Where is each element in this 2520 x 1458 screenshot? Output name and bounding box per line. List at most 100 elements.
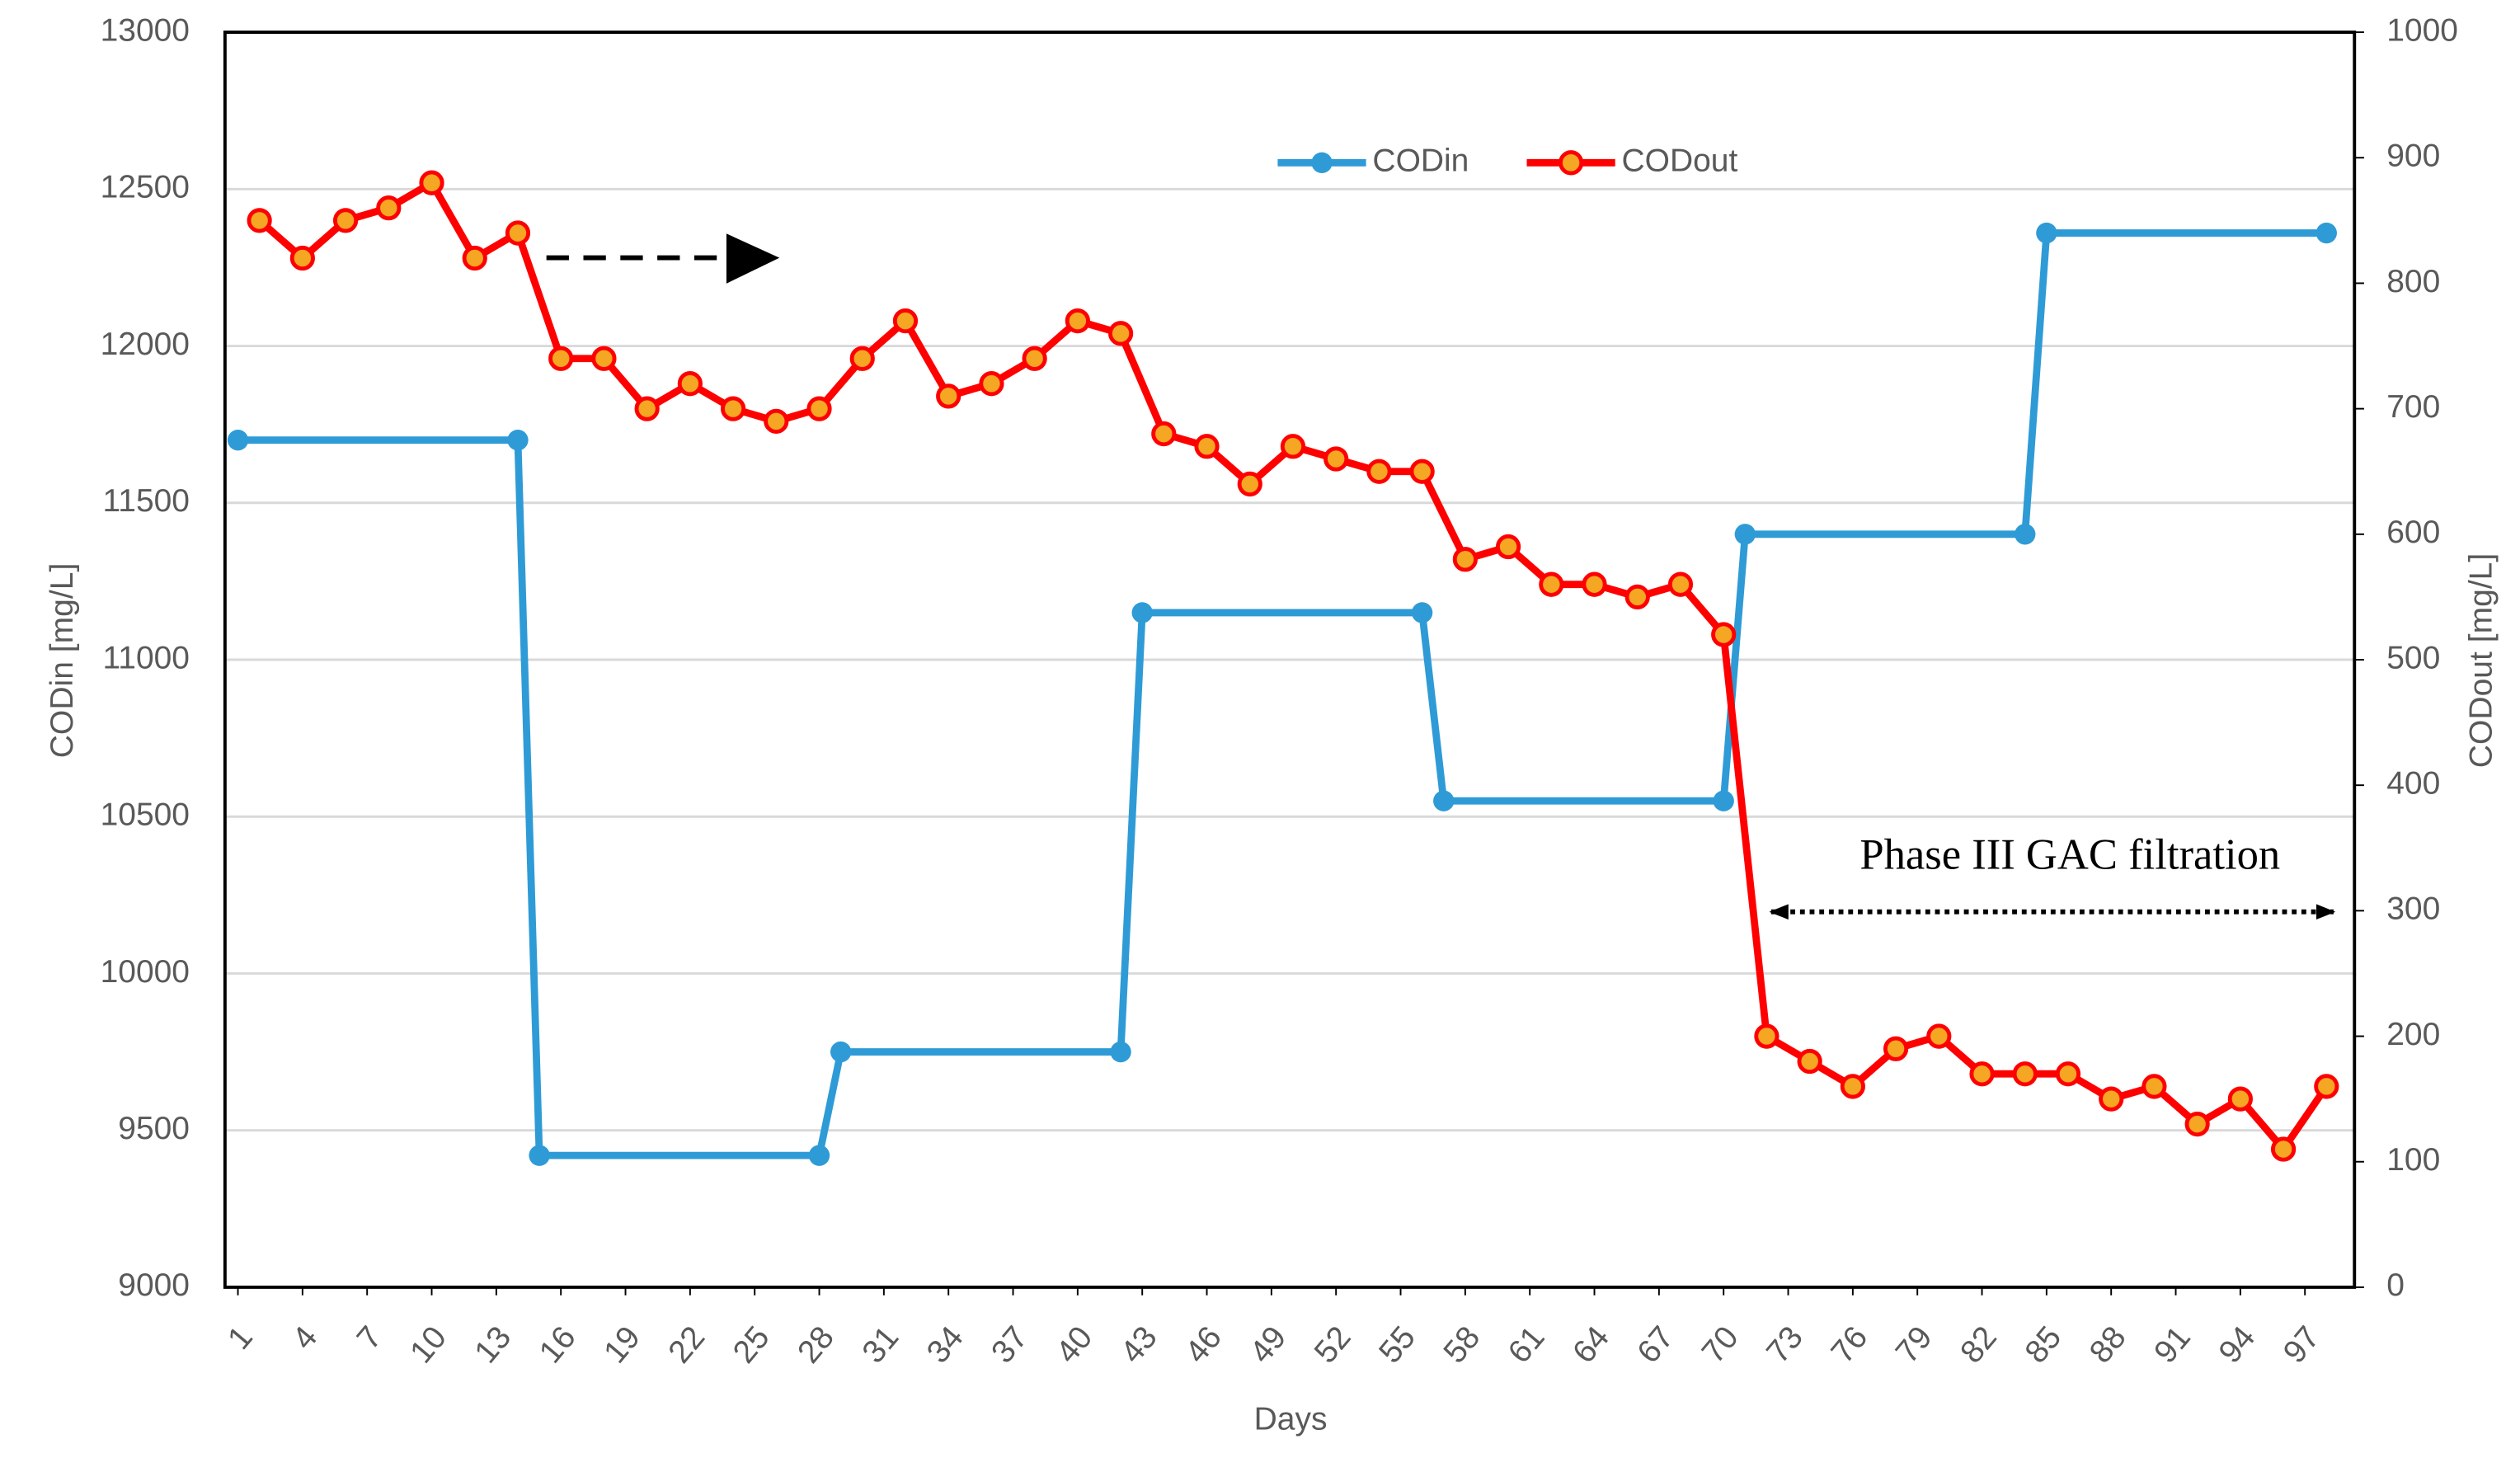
point: [1409, 459, 1435, 484]
x-tick-label: 67: [1631, 1319, 1681, 1370]
x-tick-label: 4: [285, 1319, 324, 1356]
y-tick-label: 10000: [101, 954, 190, 990]
x-tick-label: 61: [1502, 1319, 1552, 1370]
point: [1539, 571, 1564, 597]
y-axis-title: CODin [mg/L]: [45, 563, 80, 759]
point: [1107, 321, 1134, 346]
point: [1969, 1061, 1995, 1087]
point: [1797, 1048, 1822, 1075]
point: [1713, 790, 1734, 811]
y2-tick-label: 1000: [2386, 12, 2458, 48]
point: [979, 371, 1004, 397]
x-tick-label: 25: [726, 1319, 777, 1370]
point: [936, 383, 961, 409]
point: [892, 308, 919, 334]
point: [1323, 446, 1349, 472]
plot-frame: [223, 31, 2357, 1289]
point: [376, 195, 402, 221]
x-tick-label: 22: [662, 1319, 712, 1370]
point: [1926, 1023, 1952, 1049]
x-tick-label: 91: [2147, 1319, 2198, 1370]
x-tick-label: 94: [2212, 1319, 2263, 1370]
y2-tick-label: 200: [2386, 1017, 2440, 1052]
y2-axis-title: CODout [mg/L]: [2464, 553, 2499, 769]
point: [1194, 434, 1220, 459]
point: [806, 396, 832, 421]
x-tick-label: 85: [2019, 1319, 2069, 1370]
x-tick-label: 49: [1244, 1319, 1294, 1370]
x-tick-label: 7: [350, 1319, 389, 1356]
x-tick-label: 52: [1308, 1319, 1358, 1370]
x-tick-label: 82: [1953, 1319, 2004, 1370]
x-tick-label: 13: [468, 1319, 519, 1370]
point: [1495, 534, 1521, 560]
point: [2015, 524, 2036, 545]
x-tick-label: 64: [1566, 1319, 1616, 1370]
point: [2012, 1061, 2038, 1087]
y-tick-label: 11000: [102, 640, 189, 675]
point: [1840, 1074, 1865, 1099]
point: [462, 245, 487, 271]
point: [720, 396, 746, 421]
point: [830, 1041, 852, 1063]
point: [1065, 308, 1090, 334]
y2-tick-label: 400: [2386, 765, 2440, 801]
point: [808, 1145, 830, 1166]
y2-tick-label: 300: [2386, 891, 2440, 927]
point: [1237, 471, 1262, 497]
point: [529, 1145, 550, 1166]
x-tick-label: 28: [791, 1319, 841, 1370]
point: [1624, 584, 1650, 610]
x-tick-label: 97: [2277, 1319, 2327, 1370]
point: [2184, 1111, 2210, 1137]
point: [1734, 524, 1756, 545]
point: [591, 346, 617, 371]
y2-tick-label: 900: [2386, 139, 2440, 174]
y-tick-label: 12000: [101, 327, 190, 362]
x-tick-label: 1: [221, 1319, 260, 1356]
x-tick-label: 76: [1825, 1319, 1875, 1370]
x-tick-label: 55: [1372, 1319, 1422, 1370]
x-tick-label: 73: [1760, 1319, 1810, 1370]
point: [1667, 571, 1694, 597]
point: [505, 220, 531, 246]
y-tick-label: 10500: [101, 797, 190, 833]
x-tick-label: 46: [1178, 1319, 1229, 1370]
y-tick-label: 9000: [118, 1268, 190, 1303]
x-axis-title: Days: [1254, 1401, 1328, 1437]
point: [1110, 1041, 1131, 1063]
legend-marker: [1559, 150, 1584, 176]
x-tick-label: 34: [920, 1319, 971, 1370]
point: [289, 245, 315, 271]
point: [1883, 1036, 1909, 1061]
legend-label: CODin: [1372, 143, 1469, 179]
point: [1452, 547, 1478, 572]
y2-tick-label: 700: [2386, 389, 2440, 425]
point: [2314, 1074, 2339, 1099]
y-tick-label: 11500: [102, 483, 189, 519]
point: [1366, 459, 1392, 484]
x-tick-label: 88: [2083, 1319, 2133, 1370]
series-line: [256, 179, 2330, 1153]
point: [2315, 222, 2337, 244]
point: [1411, 602, 1433, 623]
point: [1131, 602, 1153, 623]
y2-tick-label: 0: [2386, 1268, 2405, 1303]
legend-marker: [1311, 152, 1333, 174]
x-tick-label: 10: [403, 1319, 454, 1370]
x-tick-label: 40: [1050, 1319, 1100, 1370]
series-line: [237, 229, 2327, 1159]
point: [1151, 421, 1177, 447]
y2-tick-label: 500: [2386, 640, 2440, 675]
y-tick-label: 9500: [118, 1111, 190, 1146]
point: [227, 429, 249, 451]
point: [1280, 434, 1306, 459]
grid: [224, 31, 2355, 1289]
point: [2099, 1086, 2124, 1112]
point: [2142, 1074, 2167, 1099]
point: [1711, 622, 1737, 647]
annotation: Phase III GAC filtration: [1859, 830, 2280, 878]
point: [332, 208, 359, 233]
point: [849, 346, 875, 371]
